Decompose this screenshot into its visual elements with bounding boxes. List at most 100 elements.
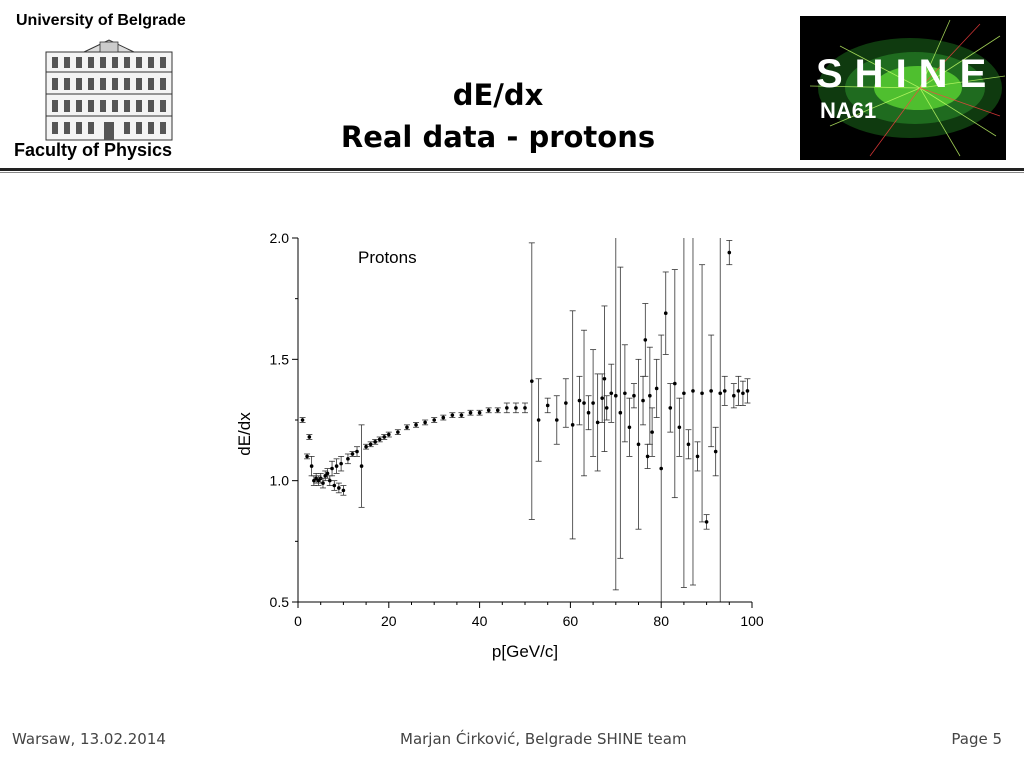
data-point xyxy=(736,389,741,393)
title-line-2: Real data - protons xyxy=(340,120,656,154)
data-point xyxy=(337,486,341,490)
data-point xyxy=(600,396,604,400)
data-point xyxy=(523,406,527,410)
data-point xyxy=(327,478,332,483)
header-divider xyxy=(0,168,1024,171)
chart-marks xyxy=(299,238,751,603)
data-point xyxy=(536,418,541,422)
data-point xyxy=(682,391,686,396)
data-point xyxy=(704,520,709,524)
data-point xyxy=(414,423,418,427)
data-point xyxy=(627,425,632,430)
data-point xyxy=(321,481,325,485)
data-point xyxy=(602,376,607,381)
data-point xyxy=(323,474,328,478)
data-point xyxy=(334,464,339,468)
data-point xyxy=(339,461,343,466)
data-point xyxy=(650,430,654,434)
data-point xyxy=(368,442,373,447)
x-axis-label: p[GeV/c] xyxy=(492,642,558,661)
data-point xyxy=(577,398,582,403)
faculty-name: Faculty of Physics xyxy=(14,140,173,160)
data-point xyxy=(441,415,446,420)
header-divider-thin xyxy=(0,172,1024,173)
data-point xyxy=(468,410,473,415)
shine-logo-text: SHINE xyxy=(816,52,999,96)
data-point xyxy=(695,454,700,459)
footer-page-number: Page 5 xyxy=(951,730,1002,748)
data-point xyxy=(686,442,691,447)
x-tick-label: 80 xyxy=(653,613,669,629)
data-point xyxy=(713,449,718,454)
footer-location-date: Warsaw, 13.02.2014 xyxy=(12,730,166,748)
x-tick-label: 40 xyxy=(472,613,488,629)
data-point xyxy=(636,442,641,447)
data-point xyxy=(486,408,491,413)
data-point xyxy=(312,478,316,483)
data-point xyxy=(614,393,618,398)
data-point xyxy=(459,413,464,417)
data-point xyxy=(718,391,723,396)
data-point xyxy=(300,418,305,422)
y-ticks: 0.5 1.0 1.5 2.0 xyxy=(270,230,298,610)
chart-annotation: Protons xyxy=(358,248,417,267)
data-point xyxy=(554,418,559,422)
y-tick-label: 1.0 xyxy=(270,473,290,489)
data-point xyxy=(586,410,591,415)
data-point xyxy=(545,403,550,408)
data-point xyxy=(309,464,314,468)
footer-author: Marjan Ćirković, Belgrade SHINE team xyxy=(400,730,687,748)
data-point xyxy=(396,430,400,434)
data-point xyxy=(668,406,673,410)
data-point xyxy=(316,478,321,483)
shine-na61-logo: SHINE NA61 xyxy=(800,16,1006,160)
data-point xyxy=(405,425,409,430)
faculty-building-icon xyxy=(45,39,173,141)
data-point xyxy=(341,488,346,493)
data-point xyxy=(325,471,330,476)
data-point xyxy=(346,457,350,461)
data-point xyxy=(691,389,695,393)
data-point xyxy=(727,250,732,255)
data-point xyxy=(332,483,337,488)
data-point xyxy=(432,418,436,422)
data-point xyxy=(722,389,727,393)
data-point xyxy=(591,401,595,405)
data-point xyxy=(570,423,575,427)
data-point xyxy=(307,435,312,439)
na61-logo-text: NA61 xyxy=(820,98,877,123)
x-tick-label: 60 xyxy=(563,613,579,629)
dedx-proton-chart: 0 20 40 60 80 100 0.5 1.0 1.5 2.0 Protons p[GeV/… xyxy=(235,230,764,661)
data-point xyxy=(595,420,600,425)
data-point xyxy=(623,391,627,396)
data-point xyxy=(530,379,534,383)
data-point xyxy=(741,391,745,396)
data-point xyxy=(632,393,636,398)
data-point xyxy=(350,452,355,456)
data-point xyxy=(604,406,609,410)
data-point xyxy=(450,413,455,417)
x-tick-label: 20 xyxy=(381,613,397,629)
university-name: University of Belgrade xyxy=(16,12,186,29)
data-point xyxy=(745,389,750,393)
data-point xyxy=(582,401,586,405)
data-point xyxy=(654,386,659,391)
data-point xyxy=(359,464,364,468)
x-ticks: 0 20 40 60 80 100 xyxy=(294,602,764,629)
data-point xyxy=(505,406,509,410)
data-point xyxy=(609,391,614,396)
data-point xyxy=(564,401,568,405)
data-point xyxy=(677,425,682,430)
data-point xyxy=(495,408,500,413)
y-tick-label: 2.0 xyxy=(270,230,290,246)
y-tick-label: 0.5 xyxy=(270,594,290,610)
x-tick-label: 0 xyxy=(294,613,302,629)
data-point xyxy=(641,398,645,403)
data-point xyxy=(648,393,652,398)
data-point xyxy=(305,454,309,459)
university-logo: University of Belgrade Faculty of Physic… xyxy=(10,10,210,168)
y-tick-label: 1.5 xyxy=(270,351,290,367)
data-point xyxy=(709,389,713,393)
data-point xyxy=(477,410,482,415)
data-point xyxy=(514,406,518,410)
